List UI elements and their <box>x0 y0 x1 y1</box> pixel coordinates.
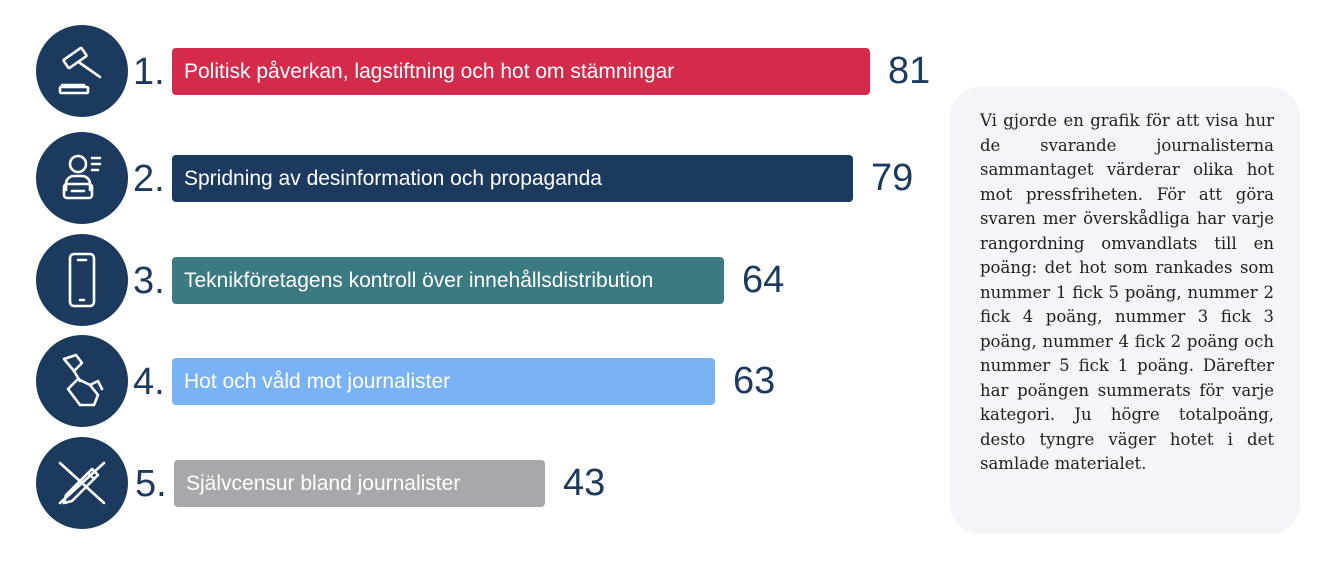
smartphone-icon <box>36 234 128 326</box>
rank-label: 4. <box>133 361 165 403</box>
value-label: 43 <box>563 462 606 504</box>
bar: Hot och våld mot journalister <box>172 358 715 405</box>
value-label: 63 <box>733 360 776 402</box>
person-speaking-icon <box>36 132 128 224</box>
bar: Teknikföretagens kontroll över innehålls… <box>172 257 724 304</box>
value-label: 79 <box>871 157 914 199</box>
bar-label: Hot och våld mot journalister <box>184 369 451 393</box>
bar: Spridning av desinformation och propagan… <box>172 155 853 202</box>
rank-label: 5. <box>135 463 167 505</box>
bar: Politisk påverkan, lagstiftning och hot … <box>172 48 870 95</box>
bar: Självcensur bland journalister <box>174 460 545 507</box>
rank-label: 2. <box>133 158 165 200</box>
gavel-icon <box>36 25 128 117</box>
rank-label: 3. <box>133 260 165 302</box>
bar-label: Politisk påverkan, lagstiftning och hot … <box>184 59 675 83</box>
explanation-box: Vi gjorde en grafik för att visa hur de … <box>950 87 1300 534</box>
crossed-pen-icon <box>36 437 128 529</box>
value-label: 64 <box>742 259 785 301</box>
bar-label: Spridning av desinformation och propagan… <box>184 166 602 190</box>
explanation-text: Vi gjorde en grafik för att visa hur de … <box>980 111 1274 473</box>
value-label: 81 <box>888 50 931 92</box>
bar-label: Självcensur bland journalister <box>186 471 461 495</box>
fist-icon <box>36 335 128 427</box>
bar-label: Teknikföretagens kontroll över innehålls… <box>184 268 654 292</box>
rank-label: 1. <box>133 51 165 93</box>
